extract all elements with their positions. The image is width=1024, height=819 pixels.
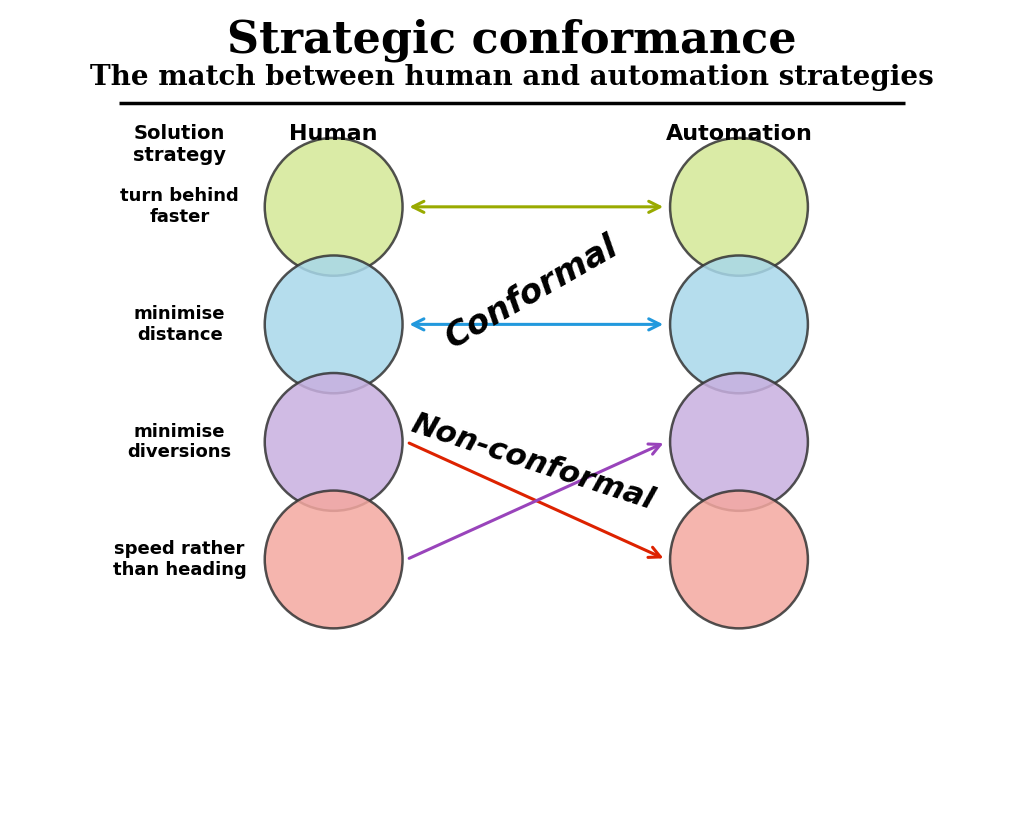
- Text: Human: Human: [290, 124, 378, 144]
- Text: Conformal: Conformal: [440, 229, 625, 355]
- Text: The match between human and automation strategies: The match between human and automation s…: [90, 64, 934, 91]
- Circle shape: [265, 491, 402, 628]
- Text: minimise
distance: minimise distance: [134, 305, 225, 344]
- Circle shape: [265, 138, 402, 276]
- Text: Automation: Automation: [666, 124, 812, 144]
- Text: Solution
strategy: Solution strategy: [133, 124, 226, 165]
- Text: minimise
diversions: minimise diversions: [128, 423, 231, 461]
- Circle shape: [670, 373, 808, 511]
- Circle shape: [265, 256, 402, 393]
- Circle shape: [670, 256, 808, 393]
- Text: turn behind
faster: turn behind faster: [120, 188, 239, 226]
- Text: speed rather
than heading: speed rather than heading: [113, 540, 247, 579]
- Text: Non-conformal: Non-conformal: [408, 410, 657, 515]
- Circle shape: [265, 373, 402, 511]
- Text: Strategic conformance: Strategic conformance: [227, 19, 797, 62]
- Circle shape: [670, 138, 808, 276]
- Circle shape: [670, 491, 808, 628]
